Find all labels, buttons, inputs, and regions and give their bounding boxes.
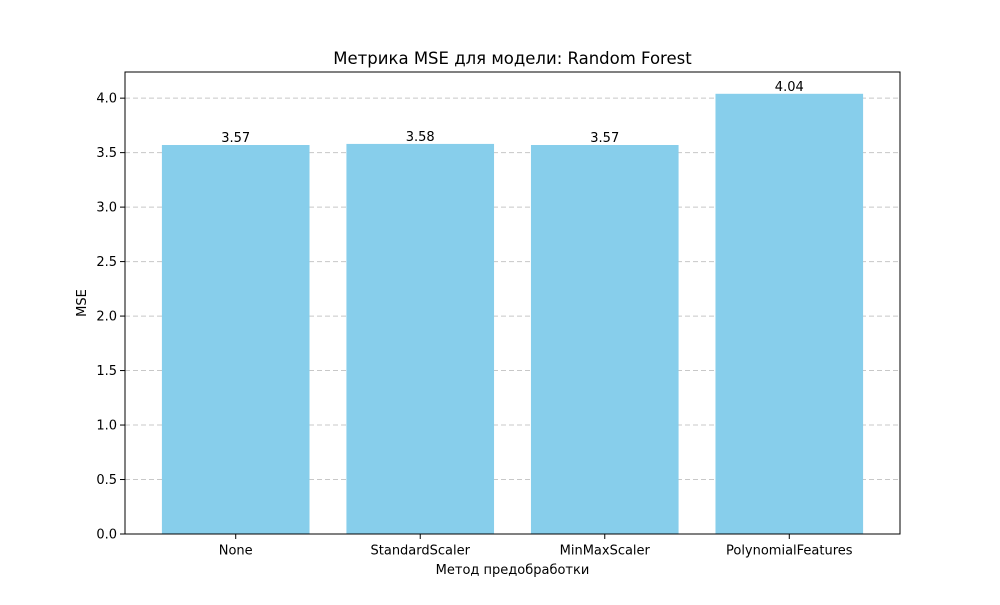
data-labels: 3.57 3.58 3.57 4.04: [221, 80, 804, 146]
x-tick-label: StandardScaler: [371, 544, 471, 559]
bar-value-label: 4.04: [775, 80, 804, 95]
bar-value-label: 3.57: [221, 131, 250, 146]
y-axis: 0.0 0.5 1.0 1.5 2.0 2.5 3.0 3.5 4.0: [96, 92, 125, 543]
bar-value-label: 3.57: [590, 131, 619, 146]
bar: [715, 93, 864, 534]
chart-title: Метрика MSE для модели: Random Forest: [333, 49, 692, 68]
y-tick-label: 4.0: [96, 92, 117, 107]
y-tick-label: 0.5: [96, 473, 117, 488]
y-tick-label: 1.5: [96, 364, 117, 379]
bar: [161, 145, 310, 535]
x-tick-label: MinMaxScaler: [560, 544, 651, 559]
y-tick-label: 0.0: [96, 528, 117, 543]
x-tick-label: PolynomialFeatures: [726, 544, 853, 559]
bar: [346, 143, 495, 534]
y-tick-label: 2.5: [96, 255, 117, 270]
y-tick-label: 1.0: [96, 419, 117, 434]
y-tick-label: 2.0: [96, 310, 117, 325]
x-tick-label: None: [219, 544, 253, 559]
bar-value-label: 3.58: [406, 130, 435, 145]
bar: [530, 145, 679, 535]
y-axis-label: MSE: [75, 289, 90, 317]
bars: [161, 93, 864, 535]
y-tick-label: 3.5: [96, 146, 117, 161]
x-axis-label: Метод предобработки: [436, 563, 590, 578]
y-tick-label: 3.0: [96, 201, 117, 216]
x-axis: None StandardScaler MinMaxScaler Polynomial…: [219, 534, 853, 559]
plot-frame: [124, 71, 901, 535]
